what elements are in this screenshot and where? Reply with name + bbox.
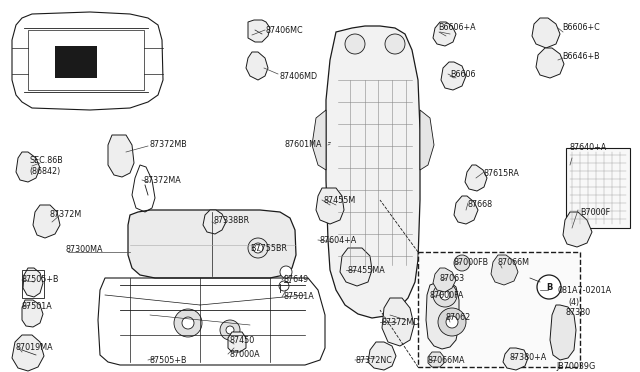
- Text: 87604+A: 87604+A: [319, 236, 356, 245]
- Text: B6606+C: B6606+C: [562, 23, 600, 32]
- Polygon shape: [33, 205, 60, 238]
- Text: 87380: 87380: [566, 308, 591, 317]
- Ellipse shape: [253, 243, 263, 253]
- Text: 87501A: 87501A: [22, 302, 52, 311]
- Text: 87455M: 87455M: [323, 196, 355, 205]
- Polygon shape: [454, 196, 478, 224]
- Text: 87380+A: 87380+A: [510, 353, 547, 362]
- Text: 87063: 87063: [440, 274, 465, 283]
- Polygon shape: [23, 268, 43, 297]
- Polygon shape: [22, 300, 43, 327]
- Ellipse shape: [438, 308, 466, 336]
- Bar: [55, 46, 97, 78]
- Text: 87601MA: 87601MA: [285, 140, 322, 149]
- Text: 87000FA: 87000FA: [430, 291, 465, 300]
- Text: 87455MA: 87455MA: [347, 266, 385, 275]
- Text: 87019MA: 87019MA: [16, 343, 54, 352]
- Ellipse shape: [454, 255, 470, 271]
- Text: 87406MD: 87406MD: [280, 72, 318, 81]
- Text: 87300MA: 87300MA: [66, 245, 104, 254]
- Text: B6606: B6606: [450, 70, 476, 79]
- Polygon shape: [312, 110, 326, 170]
- Polygon shape: [433, 22, 456, 46]
- Text: 87615RA: 87615RA: [484, 169, 520, 178]
- Polygon shape: [563, 212, 592, 247]
- Polygon shape: [108, 135, 134, 177]
- Polygon shape: [491, 255, 518, 285]
- Text: B6646+B: B6646+B: [562, 52, 600, 61]
- Ellipse shape: [226, 326, 234, 334]
- Text: (4): (4): [568, 298, 579, 307]
- Text: (86842): (86842): [29, 167, 60, 176]
- Text: 87372NC: 87372NC: [356, 356, 393, 365]
- Polygon shape: [550, 305, 576, 360]
- Text: 87450: 87450: [229, 336, 254, 345]
- Ellipse shape: [446, 316, 458, 328]
- Text: 081A7-0201A: 081A7-0201A: [558, 286, 612, 295]
- Bar: [418, 252, 580, 367]
- Polygon shape: [428, 352, 444, 367]
- Text: B7755BR: B7755BR: [250, 244, 287, 253]
- Polygon shape: [340, 248, 372, 286]
- Ellipse shape: [280, 266, 292, 278]
- Text: 87372MB: 87372MB: [149, 140, 187, 149]
- Polygon shape: [12, 335, 44, 371]
- Text: 87000A: 87000A: [229, 350, 260, 359]
- Polygon shape: [441, 62, 466, 90]
- Polygon shape: [433, 268, 456, 292]
- Polygon shape: [203, 210, 226, 234]
- Text: 87372MD: 87372MD: [381, 318, 419, 327]
- Text: 87406MC: 87406MC: [266, 26, 303, 35]
- Ellipse shape: [220, 320, 240, 340]
- Polygon shape: [28, 30, 144, 90]
- Ellipse shape: [279, 281, 289, 291]
- Ellipse shape: [385, 34, 405, 54]
- Text: JB70039G: JB70039G: [556, 362, 595, 371]
- Text: 87640+A: 87640+A: [570, 143, 607, 152]
- Text: 87372M: 87372M: [49, 210, 81, 219]
- Text: 87062: 87062: [446, 313, 471, 322]
- Text: B6606+A: B6606+A: [438, 23, 476, 32]
- Ellipse shape: [440, 290, 450, 300]
- Text: 87372MA: 87372MA: [143, 176, 180, 185]
- Bar: [566, 148, 630, 228]
- Polygon shape: [316, 188, 344, 224]
- Polygon shape: [532, 18, 560, 48]
- Text: 87505+B: 87505+B: [22, 275, 60, 284]
- Text: 87505+B: 87505+B: [149, 356, 186, 365]
- Ellipse shape: [537, 275, 561, 299]
- Text: 87066M: 87066M: [498, 258, 530, 267]
- Text: B7000F: B7000F: [580, 208, 610, 217]
- Ellipse shape: [248, 238, 268, 258]
- Ellipse shape: [345, 34, 365, 54]
- Polygon shape: [246, 52, 268, 80]
- Text: B: B: [546, 282, 552, 292]
- Text: 87649: 87649: [283, 275, 308, 284]
- Polygon shape: [228, 332, 246, 352]
- Polygon shape: [12, 12, 163, 110]
- Polygon shape: [248, 20, 270, 42]
- Text: 87668: 87668: [468, 200, 493, 209]
- Ellipse shape: [182, 317, 194, 329]
- Polygon shape: [368, 342, 396, 370]
- Ellipse shape: [174, 309, 202, 337]
- Polygon shape: [503, 348, 528, 370]
- Text: 87066MA: 87066MA: [428, 356, 465, 365]
- Polygon shape: [536, 48, 564, 78]
- Text: 87501A: 87501A: [283, 292, 314, 301]
- Polygon shape: [420, 110, 434, 170]
- Text: SEC.86B: SEC.86B: [29, 156, 63, 165]
- Polygon shape: [426, 282, 459, 349]
- Polygon shape: [128, 210, 296, 278]
- Text: 87000FB: 87000FB: [454, 258, 489, 267]
- Bar: [22, 270, 44, 298]
- Text: 87338BR: 87338BR: [213, 216, 249, 225]
- Polygon shape: [16, 152, 40, 182]
- Polygon shape: [382, 298, 414, 346]
- Polygon shape: [326, 26, 420, 318]
- Ellipse shape: [433, 283, 457, 307]
- Polygon shape: [465, 165, 487, 191]
